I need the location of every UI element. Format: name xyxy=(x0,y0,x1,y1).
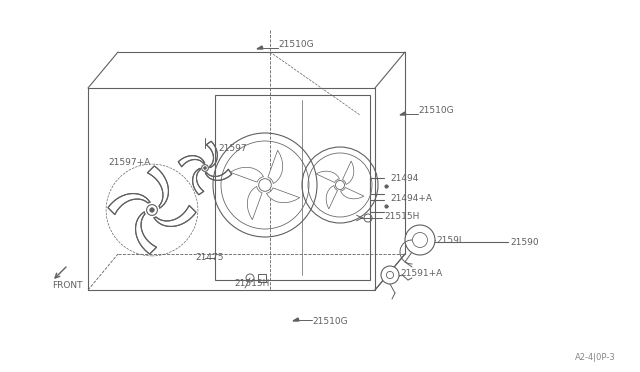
Text: 21590: 21590 xyxy=(510,237,539,247)
Text: 21494+A: 21494+A xyxy=(390,193,432,202)
Polygon shape xyxy=(268,150,283,183)
Polygon shape xyxy=(108,193,150,215)
Text: 21591+A: 21591+A xyxy=(400,269,442,279)
Polygon shape xyxy=(179,155,205,167)
Text: 21510G: 21510G xyxy=(278,39,314,48)
Circle shape xyxy=(381,266,399,284)
Text: 21494: 21494 xyxy=(390,173,419,183)
Polygon shape xyxy=(340,187,364,199)
Circle shape xyxy=(150,208,154,212)
Polygon shape xyxy=(154,205,196,227)
Polygon shape xyxy=(400,112,406,115)
Polygon shape xyxy=(316,171,339,182)
Circle shape xyxy=(204,167,206,169)
Circle shape xyxy=(147,205,157,215)
Text: 21515H: 21515H xyxy=(384,212,419,221)
Polygon shape xyxy=(193,169,204,195)
Bar xyxy=(258,274,266,282)
Circle shape xyxy=(405,225,435,255)
Text: 21515H: 21515H xyxy=(234,279,269,289)
Polygon shape xyxy=(230,167,264,182)
Text: 21597+A: 21597+A xyxy=(108,157,150,167)
Text: FRONT: FRONT xyxy=(52,280,83,289)
Polygon shape xyxy=(206,141,218,167)
Text: 21475: 21475 xyxy=(195,253,223,263)
Text: A2-4|0P-3: A2-4|0P-3 xyxy=(575,353,616,362)
Text: 21510G: 21510G xyxy=(312,317,348,327)
Circle shape xyxy=(259,179,271,191)
Bar xyxy=(215,95,370,280)
Circle shape xyxy=(335,180,344,189)
Circle shape xyxy=(387,272,394,279)
Polygon shape xyxy=(326,186,337,209)
Circle shape xyxy=(202,165,209,171)
Polygon shape xyxy=(136,212,157,254)
Circle shape xyxy=(413,232,428,247)
Text: 21510G: 21510G xyxy=(418,106,454,115)
Polygon shape xyxy=(247,186,262,220)
Polygon shape xyxy=(266,188,300,203)
Polygon shape xyxy=(205,169,232,180)
Polygon shape xyxy=(257,46,263,49)
Text: 2159I: 2159I xyxy=(436,235,461,244)
Text: 21597: 21597 xyxy=(218,144,246,153)
Polygon shape xyxy=(342,161,354,185)
Polygon shape xyxy=(293,318,299,321)
Polygon shape xyxy=(147,166,168,208)
